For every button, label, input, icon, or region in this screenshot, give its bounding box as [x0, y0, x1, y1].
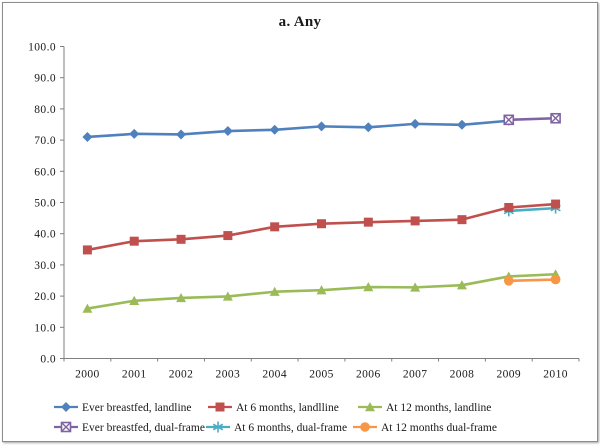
x-tick-label: 2003	[216, 369, 241, 381]
legend-item: Ever breastfed, dual-frame	[54, 421, 205, 434]
legend-item-label: At 6 months, dual-frame	[234, 422, 347, 434]
x-tick-label: 2005	[309, 369, 334, 381]
y-axis-ticks: 0.0 10.0 20.0 30.0 40.0 50.0 60.0 70.0 80.0 90.0 1…	[28, 42, 64, 366]
legend-item-label: Ever breastfed, dual-frame	[82, 422, 205, 434]
series-circle	[503, 274, 561, 286]
legend-item: Ever breastfed, landline	[54, 402, 192, 414]
chart-figure: a. Any 0.0 10.0 20.0 30.0 40.0 50.0 60.0 70.0 80…	[2, 2, 598, 442]
series-square	[82, 199, 561, 255]
x-axis-ticks: 2000 2001 2002 2003 2004 2005 2006 2007 2008 2009…	[63, 358, 580, 381]
x-tick-label: 2002	[169, 369, 194, 381]
chart-title: a. Any	[279, 14, 322, 30]
x-tick-label: 2009	[496, 369, 521, 381]
y-tick-label: 90.0	[34, 73, 56, 85]
legend-item-label: At 12 months dual-frame	[381, 422, 497, 434]
axes	[63, 46, 579, 359]
legend-item-label: At 12 months, landline	[386, 402, 491, 414]
y-tick-label: 0.0	[40, 354, 56, 366]
series-diamond	[82, 115, 514, 142]
legend-item: At 6 months, dual-frame	[206, 421, 347, 434]
y-tick-label: 80.0	[34, 104, 56, 116]
series-triangle	[82, 269, 561, 313]
y-tick-label: 20.0	[34, 291, 56, 303]
y-tick-label: 40.0	[34, 229, 56, 241]
x-tick-label: 2007	[403, 369, 428, 381]
legend-item-label: Ever breastfed, landline	[82, 402, 192, 414]
legend: Ever breastfed, landline At 6 months, lan…	[54, 402, 497, 434]
x-tick-label: 2006	[356, 369, 381, 381]
x-tick-label: 2004	[262, 369, 287, 381]
x-tick-label: 2000	[75, 369, 100, 381]
breastfeeding-line-chart: a. Any 0.0 10.0 20.0 30.0 40.0 50.0 60.0 70.0 80…	[28, 14, 580, 434]
y-tick-label: 10.0	[34, 322, 56, 334]
legend-item: At 12 months dual-frame	[353, 422, 497, 434]
y-tick-label: 60.0	[34, 166, 56, 178]
y-tick-label: 100.0	[28, 42, 56, 54]
y-tick-label: 70.0	[34, 135, 56, 147]
series-boxed-x	[503, 112, 561, 126]
legend-item: At 6 months, landlline	[208, 402, 339, 414]
y-tick-label: 50.0	[34, 198, 56, 210]
legend-item-label: At 6 months, landlline	[236, 402, 339, 414]
x-tick-label: 2001	[122, 369, 147, 381]
y-tick-label: 30.0	[34, 260, 56, 272]
legend-item: At 12 months, landline	[358, 402, 491, 414]
x-tick-label: 2010	[543, 369, 568, 381]
x-tick-label: 2008	[450, 369, 475, 381]
